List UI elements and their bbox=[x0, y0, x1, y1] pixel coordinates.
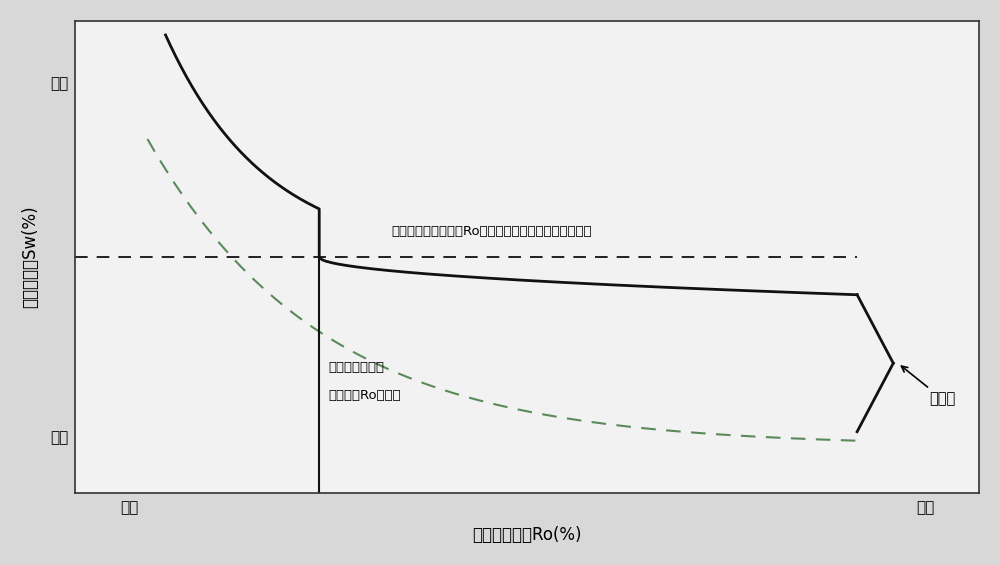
Y-axis label: 含水饱和度Sw(%): 含水饱和度Sw(%) bbox=[21, 206, 39, 308]
Text: 获得商业油气产: 获得商业油气产 bbox=[328, 361, 384, 374]
Text: 包络线: 包络线 bbox=[901, 366, 956, 407]
X-axis label: 有机质成熟度Ro(%): 有机质成熟度Ro(%) bbox=[472, 526, 582, 544]
Text: 量对应的Ro下限値: 量对应的Ro下限値 bbox=[328, 389, 401, 402]
Text: 获得商业油气产量的Ro下限値对应的含水饱和度上限値: 获得商业油气产量的Ro下限値对应的含水饱和度上限値 bbox=[392, 225, 592, 238]
